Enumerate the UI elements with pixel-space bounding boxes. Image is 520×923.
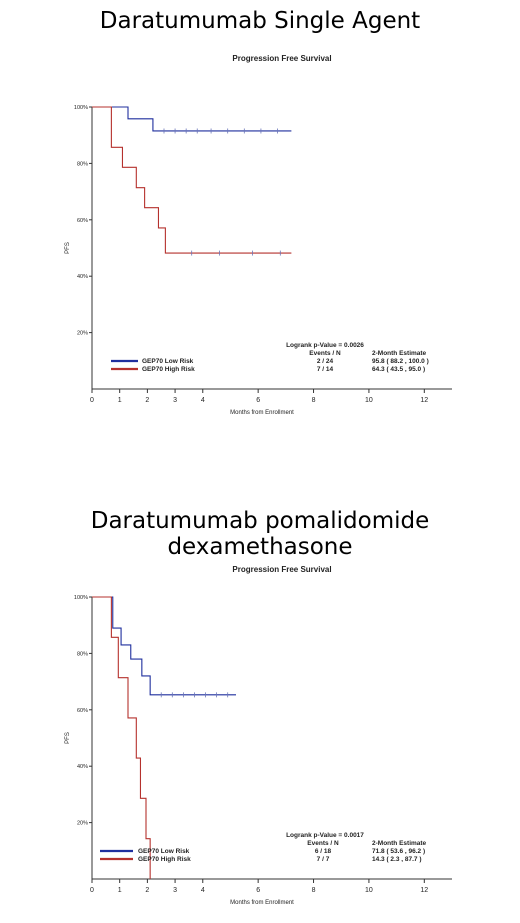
chart1-x-tick-label: 10 xyxy=(365,397,373,404)
chart1-legend-estimate: 95.8 ( 88.2 , 100.0 ) xyxy=(372,358,429,365)
chart1-y-tick-label: 100% xyxy=(74,105,88,111)
chart1-legend-estimate: 64.3 ( 43.5 , 95.0 ) xyxy=(372,366,425,373)
chart2-y-tick-label: 100% xyxy=(74,595,88,601)
chart2-y-axis-label: PFS xyxy=(65,732,71,744)
chart2-events-header: Events / N xyxy=(307,840,339,847)
chart1-x-tick-label: 1 xyxy=(118,397,122,404)
chart1-series-high-risk-curve xyxy=(92,106,292,254)
chart1-x-tick-label: 6 xyxy=(256,397,260,404)
chart2-x-tick-label: 4 xyxy=(201,887,205,894)
chart2-legend-events: 7 / 7 xyxy=(317,856,330,863)
chart1-x-axis-label: Months from Enrollment xyxy=(230,410,294,416)
chart2-x-tick-label: 1 xyxy=(118,887,122,894)
chart1-x-tick-label: 4 xyxy=(201,397,205,404)
chart2-x-tick-label: 3 xyxy=(173,887,177,894)
chart2-y-tick-label: 40% xyxy=(77,764,88,770)
chart1-x-tick-label: 8 xyxy=(312,397,316,404)
chart1-legend-name: GEP70 Low Risk xyxy=(142,358,194,365)
chart1-x-tick-label: 3 xyxy=(173,397,177,404)
chart1-y-tick-label: 80% xyxy=(77,161,88,167)
chart1-x-tick-label: 0 xyxy=(90,397,94,404)
chart2-logrank: Logrank p-Value = 0.0017 xyxy=(286,832,364,839)
chart2-x-tick-label: 12 xyxy=(420,887,428,894)
chart2-x-tick-label: 2 xyxy=(145,887,149,894)
chart1-legend-events: 2 / 24 xyxy=(317,358,334,365)
chart2-x-tick-label: 6 xyxy=(256,887,260,894)
chart1-legend-name: GEP70 High Risk xyxy=(142,366,195,373)
chart2-x-tick-label: 0 xyxy=(90,887,94,894)
chart2-title: Progression Free Survival xyxy=(232,565,331,574)
chart1-y-tick-label: 60% xyxy=(77,218,88,224)
chart1-series-low-risk-curve xyxy=(92,106,292,132)
chart1-heading: Daratumumab Single Agent xyxy=(99,8,421,34)
chart1-estimate-header: 2-Month Estimate xyxy=(372,350,427,357)
chart1-logrank: Logrank p-Value = 0.0026 xyxy=(286,342,364,349)
chart1-y-tick-label: 40% xyxy=(77,274,88,280)
chart1-y-axis-label: PFS xyxy=(65,242,71,254)
chart1-events-header: Events / N xyxy=(309,350,341,357)
chart1-x-tick-label: 2 xyxy=(145,397,149,404)
chart2-estimate-header: 2-Month Estimate xyxy=(372,840,427,847)
chart2-y-tick-label: 80% xyxy=(77,651,88,657)
chart2-legend-estimate: 14.3 ( 2.3 , 87.7 ) xyxy=(372,856,422,863)
chart2-series-high-risk-curve xyxy=(92,596,151,879)
chart1-svg: Progression Free Survival20%40%60%80%100… xyxy=(65,54,452,416)
chart2-y-tick-label: 60% xyxy=(77,708,88,714)
chart2-svg: Progression Free Survival20%40%60%80%100… xyxy=(65,565,452,905)
chart1-x-tick-label: 12 xyxy=(420,397,428,404)
chart2-x-tick-label: 8 xyxy=(312,887,316,894)
chart2-heading: Daratumumab pomalidomide dexamethasone xyxy=(90,508,430,560)
chart2-legend-estimate: 71.8 ( 53.6 , 96.2 ) xyxy=(372,848,425,855)
chart2-series-low-risk-curve xyxy=(92,596,236,696)
chart2-x-axis-label: Months from Enrollment xyxy=(230,900,294,905)
chart2-y-tick-label: 20% xyxy=(77,821,88,827)
chart2-legend-events: 6 / 18 xyxy=(315,848,332,855)
chart2-legend-name: GEP70 Low Risk xyxy=(138,848,190,855)
chart1-y-tick-label: 20% xyxy=(77,331,88,337)
chart1-legend-events: 7 / 14 xyxy=(317,366,334,373)
chart2-x-tick-label: 10 xyxy=(365,887,373,894)
chart1-title: Progression Free Survival xyxy=(232,54,331,63)
chart2-legend-name: GEP70 High Risk xyxy=(138,856,191,863)
